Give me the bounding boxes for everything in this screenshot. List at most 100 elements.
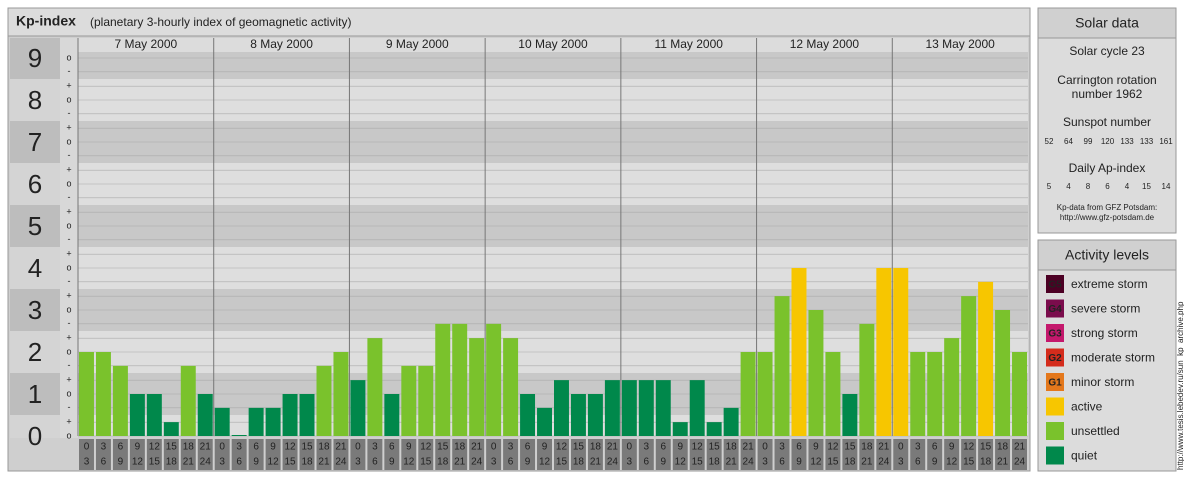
bar: [299, 394, 315, 436]
hour-label: 6: [779, 457, 785, 468]
minor-tick-label: +: [66, 375, 71, 385]
y-label-cell: [10, 163, 60, 205]
bar: [486, 323, 502, 436]
solar-title: Solar data: [1075, 15, 1139, 31]
legend-code: G1: [1048, 378, 1062, 389]
hour-label: 0: [219, 442, 225, 453]
legend-swatch: [1046, 275, 1064, 293]
hour-cell: [740, 439, 756, 470]
y-label-cell: [10, 373, 60, 415]
hour-label: 6: [660, 442, 666, 453]
bar: [587, 394, 603, 436]
hour-label: 18: [318, 442, 330, 453]
legend-swatch: [1046, 348, 1064, 367]
minor-tick-label: -: [68, 318, 71, 328]
carrington: Carrington rotation: [1057, 73, 1156, 87]
minor-tick-label: -: [68, 234, 71, 244]
date-label: 9 May 2000: [386, 37, 449, 51]
hour-label: 3: [898, 457, 904, 468]
hour-cell: [655, 439, 671, 470]
carrington: number 1962: [1072, 87, 1143, 101]
legend-swatch: [1046, 397, 1064, 416]
bar: [537, 407, 552, 436]
y-label-cell: [10, 121, 60, 163]
y-tick-label: 0: [28, 421, 42, 451]
date-label: 8 May 2000: [250, 37, 313, 51]
ap-value: 15: [1142, 182, 1151, 191]
hour-cell: [486, 439, 502, 470]
hour-label: 6: [372, 457, 378, 468]
hour-cell: [723, 439, 739, 470]
hour-cell: [944, 439, 960, 470]
legend-label: extreme storm: [1071, 277, 1148, 291]
y-tick-label: 8: [28, 85, 42, 115]
ap-value: 6: [1105, 182, 1110, 191]
hour-cell: [587, 439, 603, 470]
bar: [842, 394, 858, 436]
hour-label: 3: [101, 442, 107, 453]
date-label: 12 May 2000: [790, 37, 860, 51]
ap-value: 4: [1066, 182, 1071, 191]
hour-label: 9: [796, 457, 802, 468]
bar: [621, 380, 637, 436]
hour-label: 6: [236, 457, 242, 468]
minor-tick-label: o: [66, 220, 71, 230]
bar: [876, 268, 892, 436]
hour-label: 6: [915, 457, 921, 468]
bar: [825, 352, 841, 436]
hour-label: 9: [542, 442, 548, 453]
minor-tick-label: o: [66, 136, 71, 146]
hour-cell: [604, 439, 620, 470]
y-tick-label: 9: [28, 43, 42, 73]
hour-label: 18: [980, 457, 992, 468]
date-label: 13 May 2000: [925, 37, 995, 51]
ap-value: 5: [1047, 182, 1052, 191]
title-bar: [7, 7, 1031, 37]
bar: [112, 365, 128, 436]
hour-label: 12: [692, 442, 704, 453]
hour-label: 12: [675, 457, 687, 468]
legend-label: strong storm: [1071, 326, 1138, 340]
hour-label: 12: [963, 442, 975, 453]
y-tick-label: 5: [28, 211, 42, 241]
sunspot-title: Sunspot number: [1063, 115, 1151, 129]
hour-label: 21: [454, 457, 466, 468]
hour-cell: [537, 439, 552, 470]
hour-label: 0: [627, 442, 633, 453]
hour-label: 3: [762, 457, 768, 468]
hour-label: 6: [253, 442, 259, 453]
minor-tick-label: +: [66, 207, 71, 217]
hour-label: 21: [997, 457, 1009, 468]
sunspot-value: 120: [1101, 137, 1115, 146]
bar: [503, 338, 519, 436]
hour-cell: [333, 439, 349, 470]
y-label-cell: [10, 79, 60, 121]
date-label: 11 May 2000: [654, 37, 723, 51]
band: [78, 415, 1028, 436]
bar: [1012, 352, 1027, 436]
hour-label: 18: [166, 457, 178, 468]
hour-cell: [214, 439, 230, 470]
minor-tick-label: +: [66, 291, 71, 301]
sunspot-value: 133: [1120, 137, 1134, 146]
ap-value: 14: [1162, 182, 1171, 191]
bar: [859, 323, 875, 436]
hour-label: 15: [284, 457, 296, 468]
hour-label: 6: [389, 442, 395, 453]
bar: [197, 394, 213, 436]
bar: [910, 352, 926, 436]
y-label-cell: [10, 38, 60, 79]
hour-cell: [112, 439, 128, 470]
hour-label: 15: [301, 442, 313, 453]
bar: [995, 310, 1011, 436]
hour-label: 21: [590, 457, 602, 468]
bar: [79, 352, 94, 436]
hour-label: 12: [268, 457, 280, 468]
hour-label: 21: [471, 442, 483, 453]
bar: [265, 407, 281, 436]
hour-label: 21: [200, 442, 212, 453]
hour-label: 21: [861, 457, 873, 468]
hour-cell: [384, 439, 400, 470]
y-label-cell: [10, 289, 60, 331]
